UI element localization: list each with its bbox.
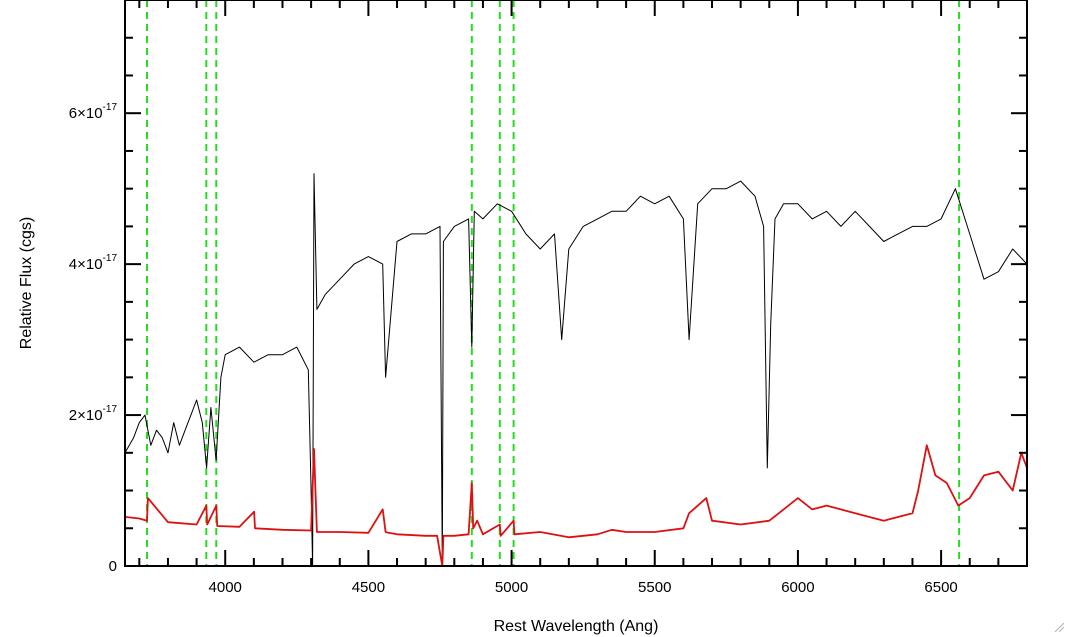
y-tick-label: 4×10-17 — [69, 253, 118, 273]
y-tick-label: 2×10-17 — [69, 404, 118, 424]
series-layer — [124, 173, 1028, 567]
error-line — [124, 444, 1028, 567]
x-axis-title: Rest Wavelength (Ang) — [494, 618, 659, 635]
spectrum-line — [124, 173, 1028, 567]
resize-grip-icon[interactable] — [1053, 621, 1065, 633]
y-axis-title: Relative Flux (cgs) — [18, 217, 35, 349]
x-tick-label: 5500 — [638, 579, 671, 596]
x-tick-label: 4500 — [352, 579, 385, 596]
x-tick-label: 4000 — [209, 579, 242, 596]
axis-ticks: 4000 4500 5000 5500 6000 6500 0 2×10-17 4×10-17 6… — [69, 0, 1028, 596]
y-tick-label: 6×10-17 — [69, 102, 118, 122]
x-tick-label: 6500 — [924, 579, 957, 596]
y-tick-label: 0 — [109, 558, 117, 575]
x-tick-label: 6000 — [781, 579, 814, 596]
plot-frame — [124, 0, 1028, 567]
reference-lines — [146, 0, 961, 566]
x-tick-label: 5000 — [495, 579, 528, 596]
